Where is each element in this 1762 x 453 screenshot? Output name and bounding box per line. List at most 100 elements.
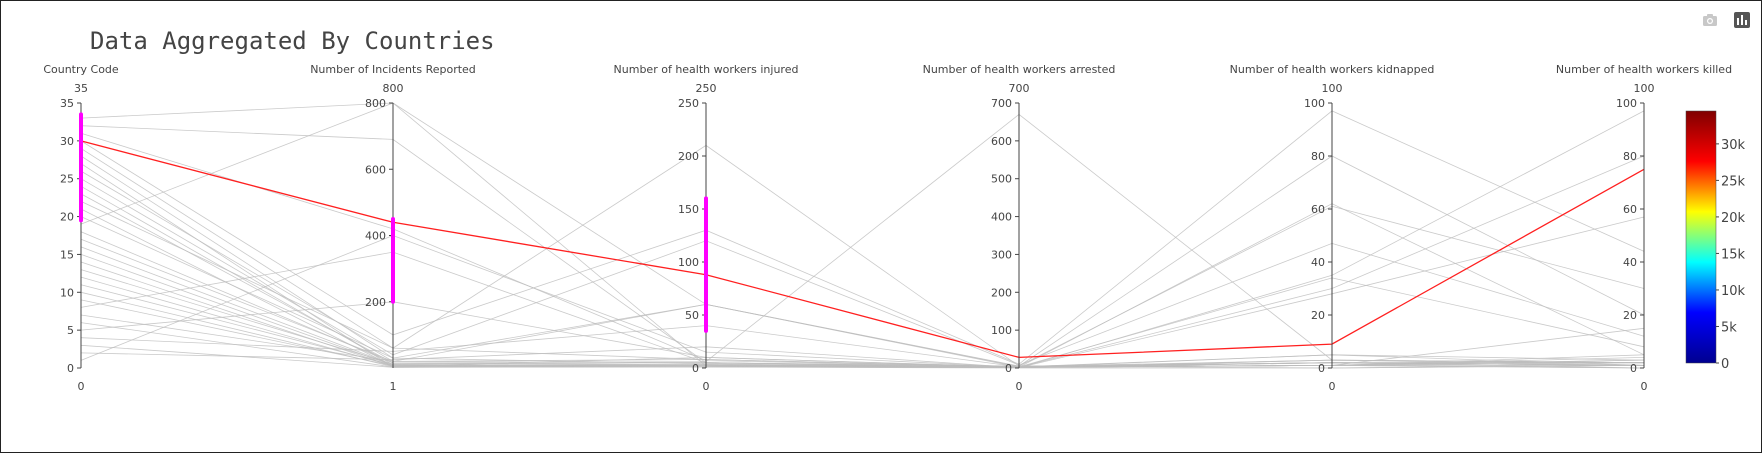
axis-range-max: 100 xyxy=(1322,82,1343,95)
tick-label: 100 xyxy=(1616,97,1637,110)
data-line xyxy=(80,113,1645,366)
data-line xyxy=(80,132,1644,368)
tick-label: 400 xyxy=(991,211,1012,224)
axis-3: 0 50 100 150 200 250 Number of health workers … xyxy=(614,63,799,393)
tick-label: 100 xyxy=(678,256,699,269)
tick-label: 60 xyxy=(1311,203,1325,216)
camera-icon[interactable] xyxy=(1701,11,1719,29)
data-line xyxy=(80,238,1645,368)
tick-label: 200 xyxy=(365,296,386,309)
tick-label: 60 xyxy=(1623,203,1637,216)
tick-label: 600 xyxy=(991,135,1012,148)
colorbar: 0 5k 10k 15k 20k 25k 30k xyxy=(1685,110,1746,372)
axis-title[interactable]: Number of health workers killed xyxy=(1556,63,1732,76)
tick-label: 5 xyxy=(67,324,74,337)
tick-label: 25 xyxy=(60,173,74,186)
colorbar-bar xyxy=(1685,110,1717,364)
axis-title[interactable]: Number of health workers kidnapped xyxy=(1230,63,1435,76)
tick-label: 300 xyxy=(991,248,1012,261)
tick-label: 150 xyxy=(678,203,699,216)
tick-label: 40 xyxy=(1311,256,1325,269)
data-line xyxy=(80,322,1645,369)
tick-label: 200 xyxy=(678,150,699,163)
data-line xyxy=(80,178,1644,369)
tick-label: 35 xyxy=(60,97,74,110)
data-line xyxy=(80,346,1645,369)
axis-range-max: 250 xyxy=(696,82,717,95)
data-line xyxy=(80,301,1645,368)
tick-label: 40 xyxy=(1623,256,1637,269)
chart-title: Data Aggregated By Countries xyxy=(90,27,495,55)
axis-title[interactable]: Number of health workers arrested xyxy=(923,63,1116,76)
axis-brush-area[interactable] xyxy=(698,103,714,368)
tick-label: 20 xyxy=(1311,309,1325,322)
axis-brush-area[interactable] xyxy=(1324,103,1340,368)
data-line xyxy=(80,110,1645,369)
data-line xyxy=(80,344,1645,368)
tick-label: 100 xyxy=(1304,97,1325,110)
axis-range-min: 0 xyxy=(1329,380,1336,393)
data-line xyxy=(80,269,1645,369)
axis-title[interactable]: Number of Incidents Reported xyxy=(310,63,476,76)
tick-label: 0 xyxy=(692,362,699,375)
axis-range-min: 0 xyxy=(1641,380,1648,393)
axis-range-min: 1 xyxy=(390,380,397,393)
data-line xyxy=(80,254,1645,368)
axis-brush-area[interactable] xyxy=(1011,103,1027,368)
axis-range-max: 700 xyxy=(1009,82,1030,95)
tick-label: 500 xyxy=(991,173,1012,186)
colorbar-tick-label: 5k xyxy=(1721,320,1737,335)
context-lines xyxy=(80,102,1645,369)
tick-label: 0 xyxy=(1630,362,1637,375)
data-line xyxy=(80,235,1645,369)
axis-brush-area[interactable] xyxy=(73,103,89,368)
data-line xyxy=(80,170,1645,366)
tick-label: 0 xyxy=(1005,362,1012,375)
tick-label: 30 xyxy=(60,135,74,148)
data-line xyxy=(80,299,1645,368)
tick-label: 200 xyxy=(991,286,1012,299)
tick-label: 800 xyxy=(365,97,386,110)
modebar xyxy=(1701,11,1751,29)
colorbar-tick-label: 20k xyxy=(1721,211,1746,226)
tick-label: 400 xyxy=(365,230,386,243)
highlighted-data-line xyxy=(80,140,1645,359)
tick-label: 0 xyxy=(1318,362,1325,375)
colorbar-tick-label: 0 xyxy=(1721,357,1729,372)
tick-label: 700 xyxy=(991,97,1012,110)
colorbar-tick-label: 30k xyxy=(1721,138,1746,153)
colorbar-tick-label: 15k xyxy=(1721,247,1746,262)
tick-label: 80 xyxy=(1623,150,1637,163)
axis-range-max: 35 xyxy=(74,82,88,95)
data-line xyxy=(80,261,1645,368)
axis-2: 200 400 600 800 Number of Incidents Reported… xyxy=(310,63,476,393)
data-line xyxy=(80,144,1645,367)
tick-label: 50 xyxy=(685,309,699,322)
axis-title[interactable]: Number of health workers injured xyxy=(614,63,799,76)
axis-range-min: 0 xyxy=(703,380,710,393)
axis-range-min: 0 xyxy=(78,380,85,393)
axis-brush-area[interactable] xyxy=(1636,103,1652,368)
bar-chart-icon[interactable] xyxy=(1733,11,1751,29)
tick-label: 0 xyxy=(67,362,74,375)
tick-label: 20 xyxy=(60,211,74,224)
axis-6: 0 20 40 60 80 100 Number of health workers kil… xyxy=(1556,63,1732,393)
axis-range-min: 0 xyxy=(1016,380,1023,393)
tick-label: 15 xyxy=(60,248,74,261)
colorbar-tick-label: 25k xyxy=(1721,174,1746,189)
tick-label: 100 xyxy=(991,324,1012,337)
tick-label: 250 xyxy=(678,97,699,110)
tick-label: 20 xyxy=(1623,309,1637,322)
data-line xyxy=(80,110,1645,365)
axis-range-max: 800 xyxy=(383,82,404,95)
colorbar-tick-label: 10k xyxy=(1721,284,1746,299)
axis-brush-area[interactable] xyxy=(385,103,401,368)
axis-range-max: 100 xyxy=(1634,82,1655,95)
axis-5: 0 20 40 60 80 100 Number of health workers kid… xyxy=(1230,63,1435,393)
tick-label: 600 xyxy=(365,163,386,176)
axis-title[interactable]: Country Code xyxy=(43,63,119,76)
axis-1: 0 5 10 15 20 25 30 35 Country Code 35 0 xyxy=(43,63,119,393)
data-line xyxy=(80,231,1644,369)
